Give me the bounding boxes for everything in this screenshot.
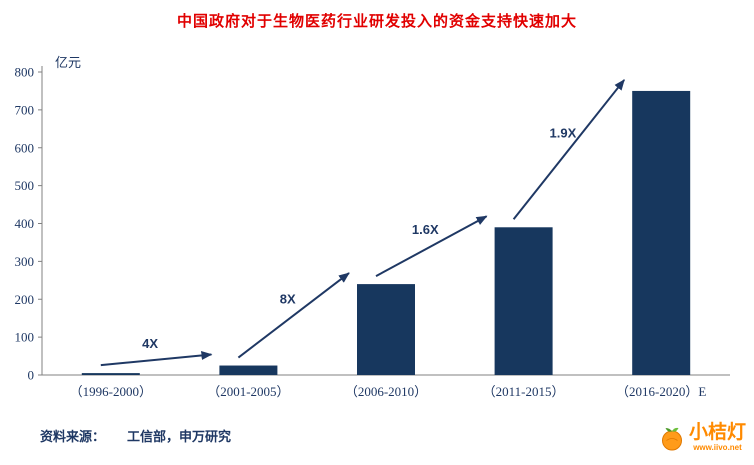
growth-arrow-2 xyxy=(375,215,488,277)
y-tick-label: 100 xyxy=(15,330,35,345)
y-tick-label: 500 xyxy=(15,178,35,193)
bar-0 xyxy=(81,373,140,375)
y-tick-label: 800 xyxy=(15,65,35,80)
growth-arrow-1 xyxy=(237,272,350,359)
source-label: 资料来源： xyxy=(40,429,106,444)
y-tick-label: 400 xyxy=(15,216,35,231)
y-tick-label: 0 xyxy=(28,368,35,383)
watermark-url: www.iivo.net xyxy=(693,443,742,452)
growth-arrow-0 xyxy=(100,351,213,367)
x-category-label: （2001-2005） xyxy=(207,384,289,399)
bar-3 xyxy=(494,227,553,375)
x-category-label: （2011-2015） xyxy=(483,384,565,399)
source-text: 工信部，申万研究 xyxy=(127,429,232,444)
bar-4 xyxy=(632,90,691,375)
watermark-brand: 小桔灯 xyxy=(688,422,746,443)
bar-2 xyxy=(357,284,415,375)
y-tick-label: 200 xyxy=(15,292,35,307)
y-tick-label: 600 xyxy=(15,140,35,155)
y-tick-label: 300 xyxy=(15,254,35,269)
page-title: 中国政府对于生物医药行业研发投入的资金支持快速加大 xyxy=(176,13,577,30)
growth-label-0: 4X xyxy=(142,336,158,351)
x-category-label: （2016-2020）E xyxy=(616,384,706,399)
y-tick-label: 700 xyxy=(15,102,35,117)
growth-label-1: 8X xyxy=(280,291,296,306)
growth-label-3: 1.9X xyxy=(550,126,577,141)
tangerine-icon xyxy=(661,427,682,450)
watermark-text: 小桔灯 www.iivo.net xyxy=(689,423,746,452)
y-axis-unit: 亿元 xyxy=(55,55,81,70)
bar-1 xyxy=(219,365,278,375)
growth-label-2: 1.6X xyxy=(412,222,439,237)
x-category-label: （2006-2010） xyxy=(345,384,427,399)
source-note: 资料来源： 工信部，申万研究 xyxy=(40,426,231,445)
growth-arrow-3 xyxy=(512,79,625,220)
watermark: 小桔灯 www.iivo.net xyxy=(660,423,746,452)
x-category-label: （1996-2000） xyxy=(70,384,152,399)
